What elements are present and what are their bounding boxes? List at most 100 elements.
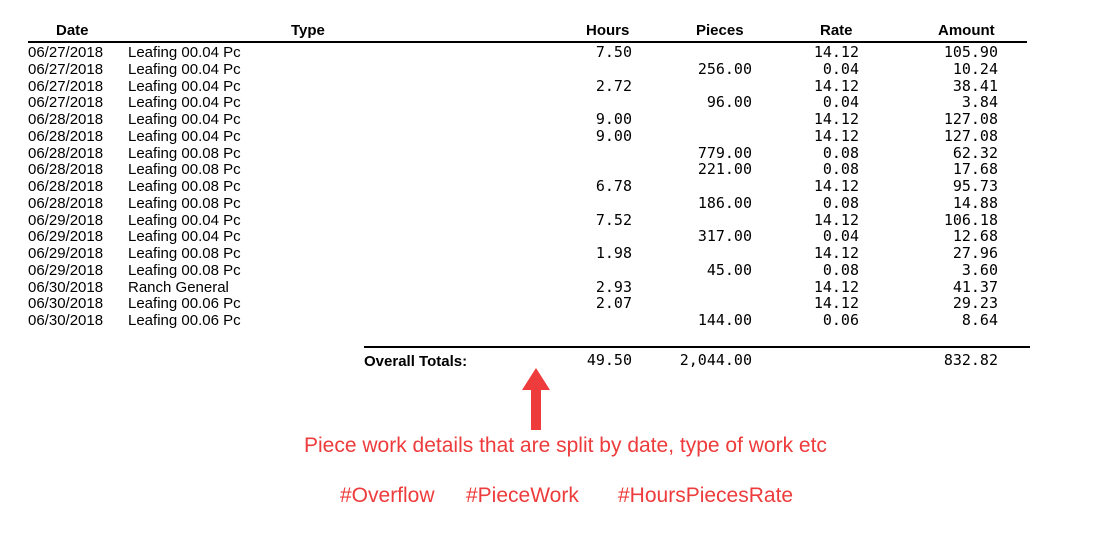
cell-hours: 9.00 <box>595 126 632 145</box>
cell-rate: 14.12 <box>813 277 859 296</box>
cell-rate: 0.04 <box>822 227 859 246</box>
cell-pieces: 317.00 <box>697 227 752 246</box>
cell-date: 06/30/2018 <box>28 295 104 313</box>
cell-type: Leafing 00.04 Pc <box>128 60 241 78</box>
cell-type: Leafing 00.08 Pc <box>128 245 241 262</box>
cell-amount: 127.08 <box>943 110 998 128</box>
cell-amount: 3.60 <box>961 260 998 279</box>
cell-amount: 10.24 <box>952 59 998 78</box>
cell-rate: 14.12 <box>813 110 859 128</box>
cell-rate: 0.08 <box>822 143 859 162</box>
cell-pieces: 186.00 <box>697 193 752 212</box>
cell-hours: 1.98 <box>595 244 632 262</box>
cell-rate: 14.12 <box>813 76 859 95</box>
cell-date: 06/29/2018 <box>28 211 104 229</box>
cell-amount: 38.41 <box>952 76 998 95</box>
total-amount: 832.82 <box>943 351 998 369</box>
cell-hours: 6.78 <box>595 177 632 195</box>
total-pieces: 2,044.00 <box>679 351 752 369</box>
cell-amount: 12.68 <box>952 227 998 246</box>
cell-type: Leafing 00.04 Pc <box>128 211 241 229</box>
cell-type: Leafing 00.04 Pc <box>128 228 241 246</box>
cell-date: 06/28/2018 <box>28 194 104 212</box>
cell-date: 06/27/2018 <box>28 60 104 78</box>
table-row: 06/29/2018 Leafing 00.04 Pc 7.52 14.12 106.1… <box>0 210 1109 229</box>
cell-rate: 14.12 <box>813 177 859 195</box>
cell-type: Leafing 00.08 Pc <box>128 178 241 195</box>
cell-pieces: 256.00 <box>697 59 752 78</box>
cell-pieces: 45.00 <box>706 260 752 279</box>
cell-amount: 41.37 <box>952 277 998 296</box>
cell-date: 06/27/2018 <box>28 94 104 112</box>
header-amount: Amount <box>938 22 995 39</box>
cell-rate: 14.12 <box>813 294 859 313</box>
cell-date: 06/28/2018 <box>28 111 104 128</box>
table-row: 06/28/2018 Leafing 00.08 Pc 6.78 14.12 95.73 <box>0 177 1109 196</box>
cell-amount: 105.90 <box>943 43 998 61</box>
tag-hourspiecesrate: #HoursPiecesRate <box>618 484 794 507</box>
tag-overflow: #Overflow <box>340 484 435 507</box>
cell-rate: 0.08 <box>822 160 859 179</box>
header-date: Date <box>56 22 89 39</box>
cell-date: 06/29/2018 <box>28 245 104 262</box>
cell-date: 06/28/2018 <box>28 127 104 145</box>
cell-pieces: 221.00 <box>697 160 752 179</box>
cell-date: 06/28/2018 <box>28 161 104 179</box>
cell-rate: 0.06 <box>822 311 859 329</box>
cell-amount: 95.73 <box>952 177 998 195</box>
cell-hours: 2.93 <box>595 277 632 296</box>
cell-type: Leafing 00.08 Pc <box>128 144 241 162</box>
cell-type: Leafing 00.06 Pc <box>128 295 241 313</box>
cell-date: 06/29/2018 <box>28 261 104 279</box>
cell-type: Leafing 00.06 Pc <box>128 312 241 329</box>
cell-rate: 14.12 <box>813 43 859 61</box>
cell-rate: 0.04 <box>822 93 859 112</box>
cell-date: 06/29/2018 <box>28 228 104 246</box>
cell-amount: 14.88 <box>952 193 998 212</box>
table-row: 06/30/2018 Leafing 00.06 Pc 2.07 14.12 29.23 <box>0 294 1109 313</box>
table-row: 06/28/2018 Leafing 00.08 Pc 186.00 0.08 14.8… <box>0 193 1109 212</box>
table-row: 06/27/2018 Leafing 00.04 Pc 96.00 0.04 3.84 <box>0 93 1109 112</box>
cell-amount: 62.32 <box>952 143 998 162</box>
table-row: 06/29/2018 Leafing 00.08 Pc 1.98 14.12 27.96 <box>0 244 1109 263</box>
cell-date: 06/30/2018 <box>28 312 104 329</box>
up-arrow-icon <box>522 368 550 430</box>
header-pieces: Pieces <box>696 22 744 39</box>
table-row: 06/28/2018 Leafing 00.08 Pc 779.00 0.08 62.3… <box>0 143 1109 162</box>
cell-amount: 106.18 <box>943 210 998 229</box>
cell-type: Leafing 00.08 Pc <box>128 261 241 279</box>
cell-amount: 3.84 <box>961 93 998 112</box>
cell-rate: 0.08 <box>822 193 859 212</box>
header-type: Type <box>291 22 325 39</box>
tag-piecework: #PieceWork <box>466 484 579 507</box>
table-row: 06/27/2018 Leafing 00.04 Pc 7.50 14.12 105.9… <box>0 43 1109 62</box>
cell-hours: 7.50 <box>595 43 632 61</box>
header-rate: Rate <box>820 22 853 39</box>
cell-pieces: 96.00 <box>706 93 752 112</box>
cell-date: 06/27/2018 <box>28 44 104 61</box>
cell-amount: 127.08 <box>943 126 998 145</box>
cell-type: Leafing 00.04 Pc <box>128 127 241 145</box>
cell-hours: 9.00 <box>595 110 632 128</box>
table-row: 06/28/2018 Leafing 00.04 Pc 9.00 14.12 127.0… <box>0 126 1109 145</box>
cell-amount: 29.23 <box>952 294 998 313</box>
cell-date: 06/28/2018 <box>28 144 104 162</box>
table-row: 06/30/2018 Leafing 00.06 Pc 144.00 0.06 8.64 <box>0 311 1109 330</box>
cell-type: Ranch General <box>128 278 229 296</box>
cell-type: Leafing 00.04 Pc <box>128 44 241 61</box>
cell-pieces: 144.00 <box>697 311 752 329</box>
cell-hours: 2.07 <box>595 294 632 313</box>
cell-rate: 0.04 <box>822 59 859 78</box>
cell-hours: 2.72 <box>595 76 632 95</box>
cell-amount: 27.96 <box>952 244 998 262</box>
cell-date: 06/28/2018 <box>28 178 104 195</box>
cell-type: Leafing 00.04 Pc <box>128 111 241 128</box>
cell-date: 06/27/2018 <box>28 77 104 95</box>
cell-rate: 14.12 <box>813 244 859 262</box>
cell-date: 06/30/2018 <box>28 278 104 296</box>
table-row: 06/28/2018 Leafing 00.04 Pc 9.00 14.12 127.0… <box>0 110 1109 129</box>
cell-amount: 17.68 <box>952 160 998 179</box>
table-row: 06/29/2018 Leafing 00.04 Pc 317.00 0.04 12.6… <box>0 227 1109 246</box>
table-row: 06/27/2018 Leafing 00.04 Pc 2.72 14.12 38.41 <box>0 76 1109 95</box>
table-row: 06/28/2018 Leafing 00.08 Pc 221.00 0.08 17.6… <box>0 160 1109 179</box>
